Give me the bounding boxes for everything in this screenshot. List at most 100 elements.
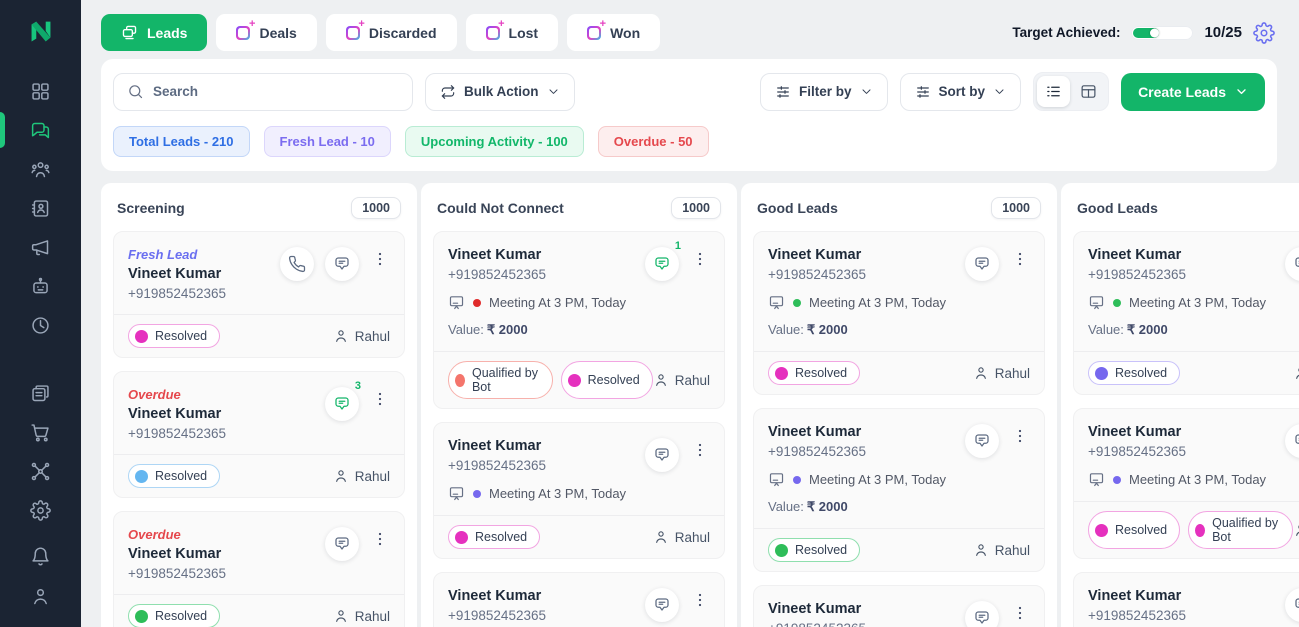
sidebar-item-integrations[interactable] xyxy=(21,458,61,484)
kebab-icon xyxy=(1012,251,1028,267)
chat-button[interactable] xyxy=(645,438,679,472)
chat-button[interactable] xyxy=(645,588,679,622)
search-input[interactable] xyxy=(153,84,399,99)
main-content: Leads Deals Discarded Lost Won Target Achiev… xyxy=(81,0,1299,627)
chat-button[interactable] xyxy=(965,424,999,458)
badge-label: Qualified by Bot xyxy=(1212,516,1279,544)
chat-button[interactable] xyxy=(1285,424,1299,458)
chat-button[interactable] xyxy=(325,527,359,561)
chat-button[interactable] xyxy=(965,601,999,627)
summary-chip-green[interactable]: Upcoming Activity - 100 xyxy=(404,126,584,157)
sidebar-item-conversations[interactable] xyxy=(0,112,61,148)
column-count-badge: 1000 xyxy=(991,197,1041,219)
sidebar-item-store[interactable] xyxy=(21,419,61,445)
lead-name: Vineet Kumar xyxy=(448,588,542,604)
assignee-icon xyxy=(1293,522,1299,538)
chevron-down-icon xyxy=(860,85,873,98)
badge-dot xyxy=(135,469,148,483)
lead-card[interactable]: Vineet Kumar +919852452365 1 Meeting At 3 P… xyxy=(433,231,725,409)
chat-button[interactable]: 1 xyxy=(645,240,681,281)
list-view-button[interactable] xyxy=(1037,76,1071,107)
sidebar-item-bot[interactable] xyxy=(21,273,61,299)
assignee-icon xyxy=(653,372,669,388)
column-title: Good Leads xyxy=(757,200,838,216)
settings-gear-button[interactable] xyxy=(1253,21,1275,44)
target-progress-fill xyxy=(1133,27,1160,38)
bulk-action-button[interactable]: Bulk Action xyxy=(425,72,575,111)
tab-lost[interactable]: Lost xyxy=(465,14,559,51)
card-menu-button[interactable] xyxy=(690,438,710,461)
sidebar-item-team[interactable] xyxy=(21,156,61,182)
kanban-view-button[interactable] xyxy=(1072,76,1105,107)
filter-by-button[interactable]: Filter by xyxy=(760,72,888,111)
tab-discarded[interactable]: Discarded xyxy=(325,14,457,51)
sidebar-item-reports[interactable] xyxy=(21,312,61,338)
card-menu-button[interactable] xyxy=(690,588,710,611)
card-menu-button[interactable] xyxy=(370,247,390,270)
chat-button[interactable] xyxy=(965,247,999,281)
lead-phone: +919852452365 xyxy=(448,267,546,282)
chat-button[interactable] xyxy=(1285,247,1299,281)
sidebar-nav-bottom xyxy=(21,543,61,609)
summary-chip-blue[interactable]: Total Leads - 210 xyxy=(113,126,250,157)
chat-bubble-icon xyxy=(973,255,991,273)
conversations-icon xyxy=(30,120,51,141)
leads-cards-icon xyxy=(121,24,138,41)
lead-name: Vineet Kumar xyxy=(448,247,542,263)
sidebar-item-dashboard[interactable] xyxy=(21,78,61,104)
chat-button[interactable] xyxy=(325,247,359,281)
sidebar-item-megaphone[interactable] xyxy=(21,234,61,260)
meeting-text: Meeting At 3 PM, Today xyxy=(809,295,947,310)
chat-count-badge: 3 xyxy=(354,380,361,392)
card-menu-button[interactable] xyxy=(690,247,710,270)
chat-button[interactable]: 3 xyxy=(325,380,361,421)
chat-bubble-icon xyxy=(1293,432,1299,450)
card-menu-button[interactable] xyxy=(1010,601,1030,624)
lead-card[interactable]: Fresh Lead Vineet Kumar +919852452365 Resol… xyxy=(113,231,405,358)
card-menu-button[interactable] xyxy=(1010,247,1030,270)
sidebar-item-settings[interactable] xyxy=(21,497,61,523)
lead-card-body: Vineet Kumar+919852452365Value:₹ 2000 xyxy=(1074,573,1299,627)
tab-leads[interactable]: Leads xyxy=(101,14,208,51)
column-header: Screening 1000 xyxy=(101,183,417,229)
chat-bubble-icon xyxy=(1293,255,1299,273)
badge-dot xyxy=(1095,366,1108,380)
lead-card[interactable]: Vineet Kumar+919852452365Value:₹ 2000 xyxy=(1073,572,1299,627)
lead-card[interactable]: Overdue Vineet Kumar +919852452365 3 Resolve… xyxy=(113,371,405,498)
card-menu-button[interactable] xyxy=(370,387,390,410)
summary-chip-purple[interactable]: Fresh Lead - 10 xyxy=(263,126,391,157)
sidebar-item-contacts[interactable] xyxy=(21,195,61,221)
meeting-text: Meeting At 3 PM, Today xyxy=(489,486,627,501)
create-leads-button[interactable]: Create Leads xyxy=(1121,72,1265,111)
sort-by-button[interactable]: Sort by xyxy=(899,72,1022,111)
status-badge: Resolved xyxy=(128,324,221,348)
assignee: Rahul xyxy=(333,328,390,344)
kanban-board: Screening 1000 Fresh Lead Vineet Kumar +9198… xyxy=(101,183,1299,627)
sidebar-item-profile[interactable] xyxy=(21,583,61,609)
search-box[interactable] xyxy=(113,72,413,111)
chat-button[interactable] xyxy=(1285,588,1299,622)
card-menu-button[interactable] xyxy=(370,527,390,550)
meeting-icon xyxy=(1088,294,1105,311)
lead-card-body: Vineet Kumar +919852452365 Meeting At 3 PM… xyxy=(434,423,724,515)
lead-card[interactable]: Vineet Kumar+919852452365Value:₹ 2000 xyxy=(433,572,725,627)
tab-deals[interactable]: Deals xyxy=(216,14,317,51)
kebab-icon xyxy=(692,592,708,608)
target-label: Target Achieved: xyxy=(1012,25,1121,40)
sidebar-item-news[interactable] xyxy=(21,380,61,406)
call-button[interactable] xyxy=(280,247,314,281)
sidebar-item-notifications[interactable] xyxy=(21,543,61,569)
badge-label: Resolved xyxy=(155,329,208,343)
card-menu-button[interactable] xyxy=(1010,424,1030,447)
tab-won[interactable]: Won xyxy=(567,14,661,51)
assignee-name: Rahul xyxy=(994,542,1030,558)
summary-chip-red[interactable]: Overdue - 50 xyxy=(597,126,709,157)
chat-bubble-icon xyxy=(653,255,671,273)
lead-card[interactable]: Overdue Vineet Kumar +919852452365 Resolved… xyxy=(113,511,405,627)
